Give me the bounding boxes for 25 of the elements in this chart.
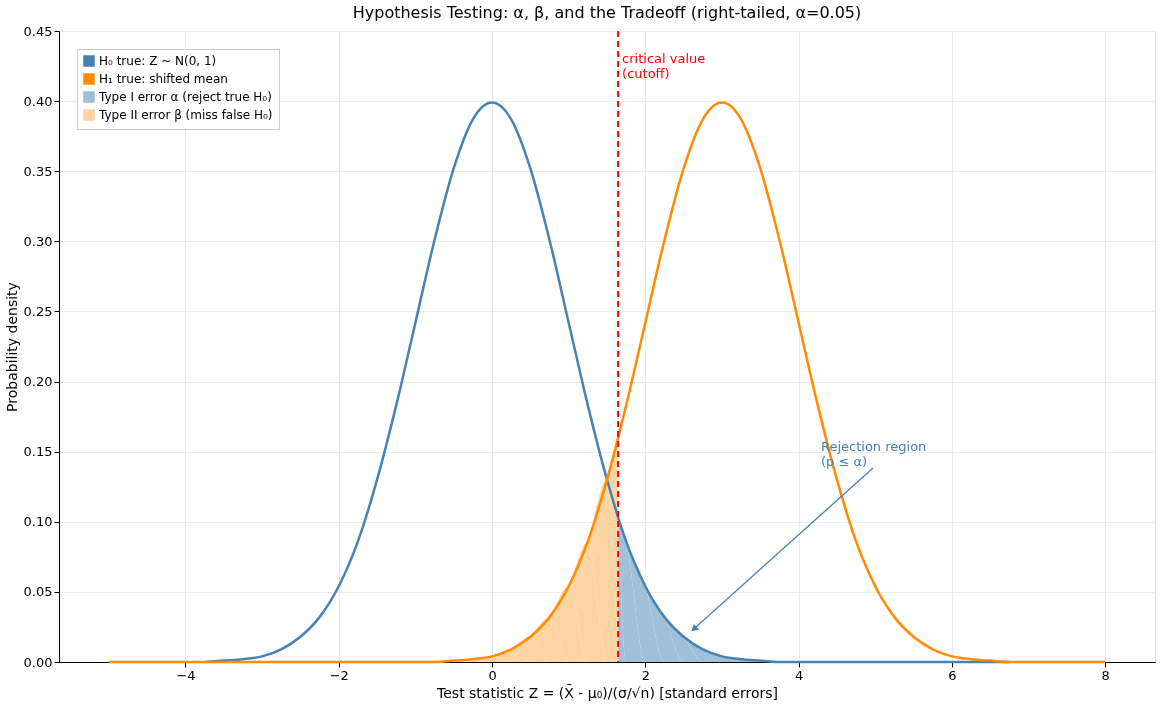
y-tick-label: 0.30	[23, 233, 53, 249]
legend-label: Type II error β (miss false H₀)	[98, 108, 273, 122]
x-tick-label: −2	[329, 667, 349, 683]
y-tick-label: 0.45	[23, 23, 53, 39]
y-tick-label: 0.10	[23, 514, 53, 530]
x-tick-label: 6	[948, 667, 957, 683]
x-tick-label: 8	[1101, 667, 1110, 683]
x-tick-label: 2	[641, 667, 650, 683]
legend-label: H₁ true: shifted mean	[99, 72, 228, 86]
y-tick-label: 0.35	[23, 163, 53, 179]
y-tick-label: 0.25	[23, 303, 53, 319]
x-tick-label: 4	[794, 667, 804, 683]
ref-line-label: critical value (cutoff)	[622, 51, 706, 81]
y-axis-title: Probability density	[3, 282, 20, 412]
x-tick-label: 0	[488, 667, 497, 683]
y-tick-label: 0.20	[23, 374, 53, 390]
y-tick-label: 0.00	[23, 654, 53, 670]
y-tick-label: 0.05	[23, 584, 53, 600]
legend-label: H₀ true: Z ~ N(0, 1)	[99, 54, 217, 68]
y-tick-label: 0.15	[23, 444, 53, 460]
x-tick-label: −4	[176, 667, 196, 683]
chart-title: Hypothesis Testing: α, β, and the Tradeoff (right-tailed, α=0.05)	[352, 3, 862, 22]
y-tick-label: 0.40	[23, 93, 53, 109]
x-axis-title: Test statistic Z = (X̄ - μ₀)/(σ/√n) [standard errors]	[436, 683, 778, 701]
legend-label: Type I error α (reject true H₀)	[98, 90, 272, 104]
